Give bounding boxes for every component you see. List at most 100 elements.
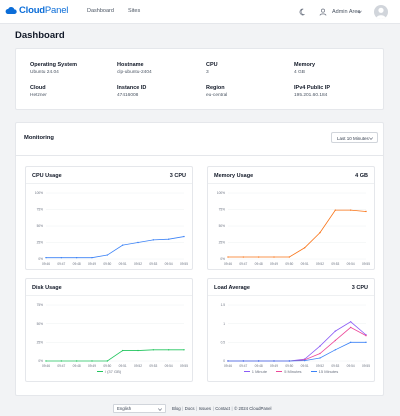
info-label: Region — [206, 85, 225, 91]
legend-label: 1 Minute — [251, 369, 268, 374]
info-value: clp-ubuntu-2404 — [117, 70, 152, 75]
data-point — [334, 349, 337, 351]
y-tick-label: 0.5 — [221, 341, 226, 345]
memory-usage-card: Memory Usage 4 GB 0% 25% 50% 75% 100% 09:46 09… — [207, 166, 375, 270]
series-line — [228, 209, 367, 258]
data-point — [257, 360, 260, 362]
user-icon — [319, 8, 327, 16]
x-tick-label: 09:50 — [285, 262, 293, 266]
footer: English Blog | Docs | Issues | Contact | © 2024 … — [0, 400, 400, 416]
data-point — [365, 210, 367, 213]
data-point — [227, 360, 229, 362]
info-label: IPv4 Public IP — [294, 85, 331, 91]
y-tick-label: 50% — [37, 322, 44, 326]
data-point — [121, 349, 124, 352]
info-value: 47416008 — [117, 93, 139, 98]
chevron-down-icon — [158, 407, 162, 411]
x-tick-label: 09:54 — [347, 262, 355, 266]
disk-usage-chart: 0% 25% 50% 75% 09:46 09:47 09:48 09:49 09:50 09:5… — [37, 303, 189, 368]
chart-meta: 3 CPU — [169, 173, 186, 179]
legend-swatch — [310, 371, 317, 373]
y-tick-label: 1 — [223, 322, 225, 326]
chart-meta: 4 GB — [355, 173, 368, 179]
memory-usage-chart: 0% 25% 50% 75% 100% 09:46 09:47 09:48 09:49 09:50… — [217, 191, 370, 266]
x-tick-label: 09:55 — [180, 262, 188, 266]
footer-link-contact[interactable]: Contact — [215, 406, 231, 411]
x-tick-label: 09:54 — [165, 364, 173, 368]
info-label: Cloud — [30, 85, 46, 91]
separator: | — [182, 406, 184, 411]
info-label: Operating System — [30, 62, 78, 68]
user-menu-label[interactable]: Admin Area — [332, 8, 361, 15]
data-point — [60, 360, 63, 362]
y-tick-label: 100% — [217, 191, 225, 195]
data-point — [227, 256, 229, 258]
series-line — [46, 236, 185, 259]
data-point — [349, 321, 352, 323]
legend-item[interactable]: 15 Minutes — [310, 369, 338, 374]
page-title: Dashboard — [15, 30, 65, 41]
data-point — [106, 254, 109, 256]
x-tick-label: 09:54 — [165, 262, 173, 266]
data-point — [60, 256, 63, 259]
chevron-down-icon — [369, 136, 373, 140]
x-tick-label: 09:53 — [331, 262, 339, 266]
x-tick-label: 09:47 — [57, 262, 65, 266]
series-line — [228, 341, 366, 362]
x-tick-label: 09:53 — [331, 364, 339, 368]
divider — [208, 295, 374, 296]
series-line — [228, 321, 367, 362]
monitoring-section: Monitoring Last 10 Minutes CPU Usage 3 C… — [15, 122, 384, 396]
series-line — [228, 326, 367, 362]
data-point — [167, 349, 170, 351]
time-range-select[interactable]: Last 10 Minutes — [331, 132, 378, 143]
data-point — [334, 339, 337, 342]
y-tick-label: 50% — [37, 224, 44, 228]
separator: | — [212, 406, 214, 411]
divider — [26, 183, 192, 184]
x-tick-label: 09:54 — [347, 364, 355, 368]
x-tick-label: 09:48 — [255, 262, 263, 266]
logo[interactable]: CloudPanel — [5, 5, 68, 16]
x-tick-label: 09:50 — [285, 364, 293, 368]
data-point — [349, 209, 352, 211]
data-point — [365, 341, 367, 344]
info-value: Ubuntu 24.04 — [30, 70, 59, 75]
y-tick-label: 100% — [35, 191, 43, 195]
x-tick-label: 09:51 — [301, 364, 309, 368]
footer-link-docs[interactable]: Docs — [184, 406, 195, 411]
footer-links: Blog | Docs | Issues | Contact | © 2024 CloudPan… — [172, 406, 271, 411]
data-point — [45, 256, 47, 259]
chart-title: CPU Usage — [32, 173, 62, 179]
chart-title: Disk Usage — [32, 285, 62, 291]
language-value: English — [117, 406, 132, 411]
x-tick-label: 09:46 — [224, 364, 232, 368]
avatar[interactable] — [374, 5, 388, 19]
x-tick-label: 09:49 — [270, 364, 278, 368]
x-tick-label: 09:48 — [73, 262, 81, 266]
data-point — [319, 352, 321, 355]
moon-icon[interactable] — [299, 8, 307, 16]
x-tick-label: 09:49 — [88, 364, 96, 368]
nav-dashboard[interactable]: Dashboard — [87, 8, 114, 14]
legend-item[interactable]: / (37 GB) — [96, 369, 121, 374]
data-point — [152, 349, 155, 351]
chart-legend: / (37 GB) — [26, 369, 192, 374]
data-point — [75, 360, 78, 362]
x-tick-label: 09:49 — [88, 262, 96, 266]
nav-sites[interactable]: Sites — [128, 8, 141, 14]
footer-link-blog[interactable]: Blog — [172, 406, 181, 411]
footer-link-issues[interactable]: Issues — [198, 406, 212, 411]
info-operating-system: Operating System Ubuntu 24.04 — [30, 62, 77, 75]
legend-item[interactable]: 5 Minutes — [276, 369, 302, 374]
legend-item[interactable]: 1 Minute — [243, 369, 268, 374]
chevron-down-icon[interactable] — [357, 10, 362, 14]
y-tick-label: 0% — [38, 359, 43, 363]
time-range-value: Last 10 Minutes — [337, 135, 369, 141]
data-point — [365, 334, 367, 337]
x-tick-label: 09:48 — [255, 364, 263, 368]
legend-swatch — [96, 371, 103, 373]
x-tick-label: 09:51 — [301, 262, 309, 266]
y-tick-label: 25% — [37, 241, 44, 245]
language-select[interactable]: English — [113, 403, 166, 413]
